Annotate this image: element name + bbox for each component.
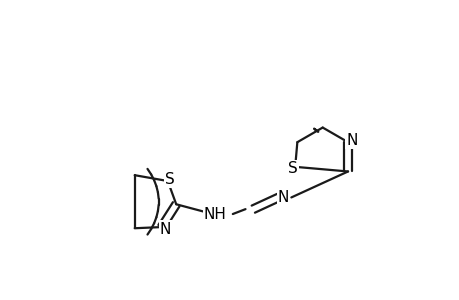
Text: N: N <box>160 221 171 236</box>
Text: S: S <box>164 172 174 187</box>
Text: N: N <box>277 190 289 205</box>
Text: S: S <box>288 161 297 176</box>
Text: N: N <box>346 133 357 148</box>
Text: NH: NH <box>203 206 226 221</box>
